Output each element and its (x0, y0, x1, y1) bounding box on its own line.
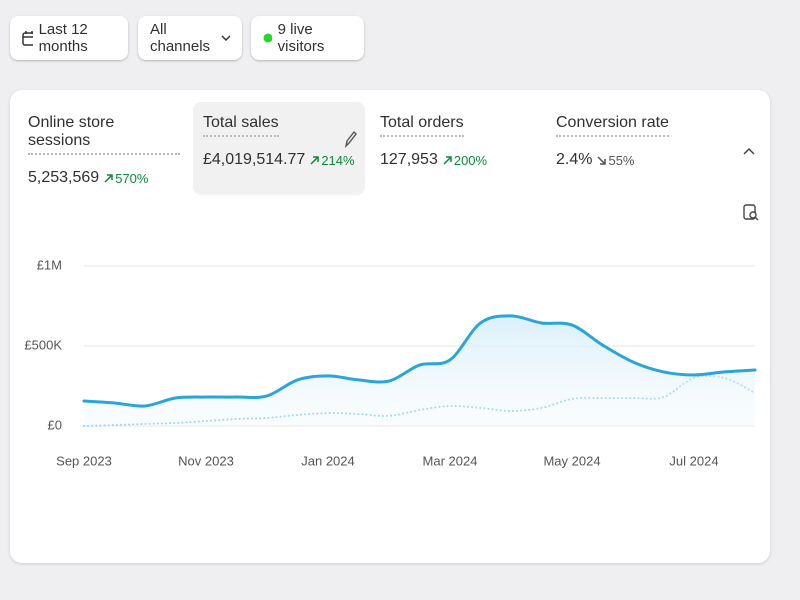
metric-value: 5,253,569 (28, 169, 100, 186)
live-visitors[interactable]: 9 live visitors (251, 16, 364, 60)
channel-label: All channels (150, 21, 211, 55)
metric-name: Total orders (380, 114, 464, 137)
chart-options-icon[interactable] (743, 204, 759, 222)
live-dot (263, 33, 272, 43)
x-tick-label: Jul 2024 (669, 453, 718, 468)
analytics-card: Online store sessions 5,253,569 570% Tot… (10, 90, 770, 563)
metric-tab[interactable]: Online store sessions 5,253,569 570% (18, 102, 190, 195)
up-arrow (104, 173, 113, 183)
metric-tab[interactable]: Total orders 127,953 200% (370, 102, 542, 195)
line-series (82, 314, 757, 408)
metric-name: Total sales (203, 114, 279, 137)
metric-change: 570% (115, 170, 149, 186)
metric-value: 2.4% (556, 151, 593, 168)
x-tick-label: Sep 2023 (56, 453, 112, 468)
chevron-down (221, 35, 230, 42)
channel-filter[interactable]: All channels (138, 16, 242, 60)
y-tick-label: £0 (48, 417, 62, 432)
y-tick-label: £1M (37, 257, 62, 272)
down-arrow (597, 155, 607, 165)
x-tick-label: May 2024 (543, 453, 600, 468)
up-arrow (443, 155, 452, 165)
metric-tab[interactable]: Conversion rate 2.4% 55% (546, 102, 718, 195)
chart: £0 £500K £1M Sep 2023 Nov 2023 Jan 2024 Mar 20… (24, 257, 757, 468)
metric-value: £4,019,514.77 (203, 151, 306, 168)
x-tick-label: Mar 2024 (423, 453, 478, 468)
period-label: Last 12 months (38, 21, 88, 55)
live-label: 9 live visitors (277, 21, 325, 55)
metric-name: Online store sessions (28, 114, 180, 155)
metric-change: 214% (321, 152, 355, 168)
up-arrow (310, 155, 320, 165)
metric-value: 127,953 (380, 151, 438, 168)
metric-change: 200% (453, 152, 488, 168)
metric-tab-selected[interactable]: Total sales £4,019,514.77 214% (193, 102, 365, 195)
metric-name: Conversion rate (556, 114, 669, 137)
collapse-icon[interactable] (742, 146, 756, 156)
period-filter[interactable]: Last 12 months (10, 16, 128, 60)
metric-change: 55% (608, 152, 635, 168)
y-tick-label: £500K (24, 337, 62, 352)
x-tick-label: Jan 2024 (301, 453, 355, 468)
x-tick-label: Nov 2023 (178, 453, 234, 468)
edit-icon[interactable] (343, 130, 357, 148)
calendar-icon (22, 31, 33, 46)
